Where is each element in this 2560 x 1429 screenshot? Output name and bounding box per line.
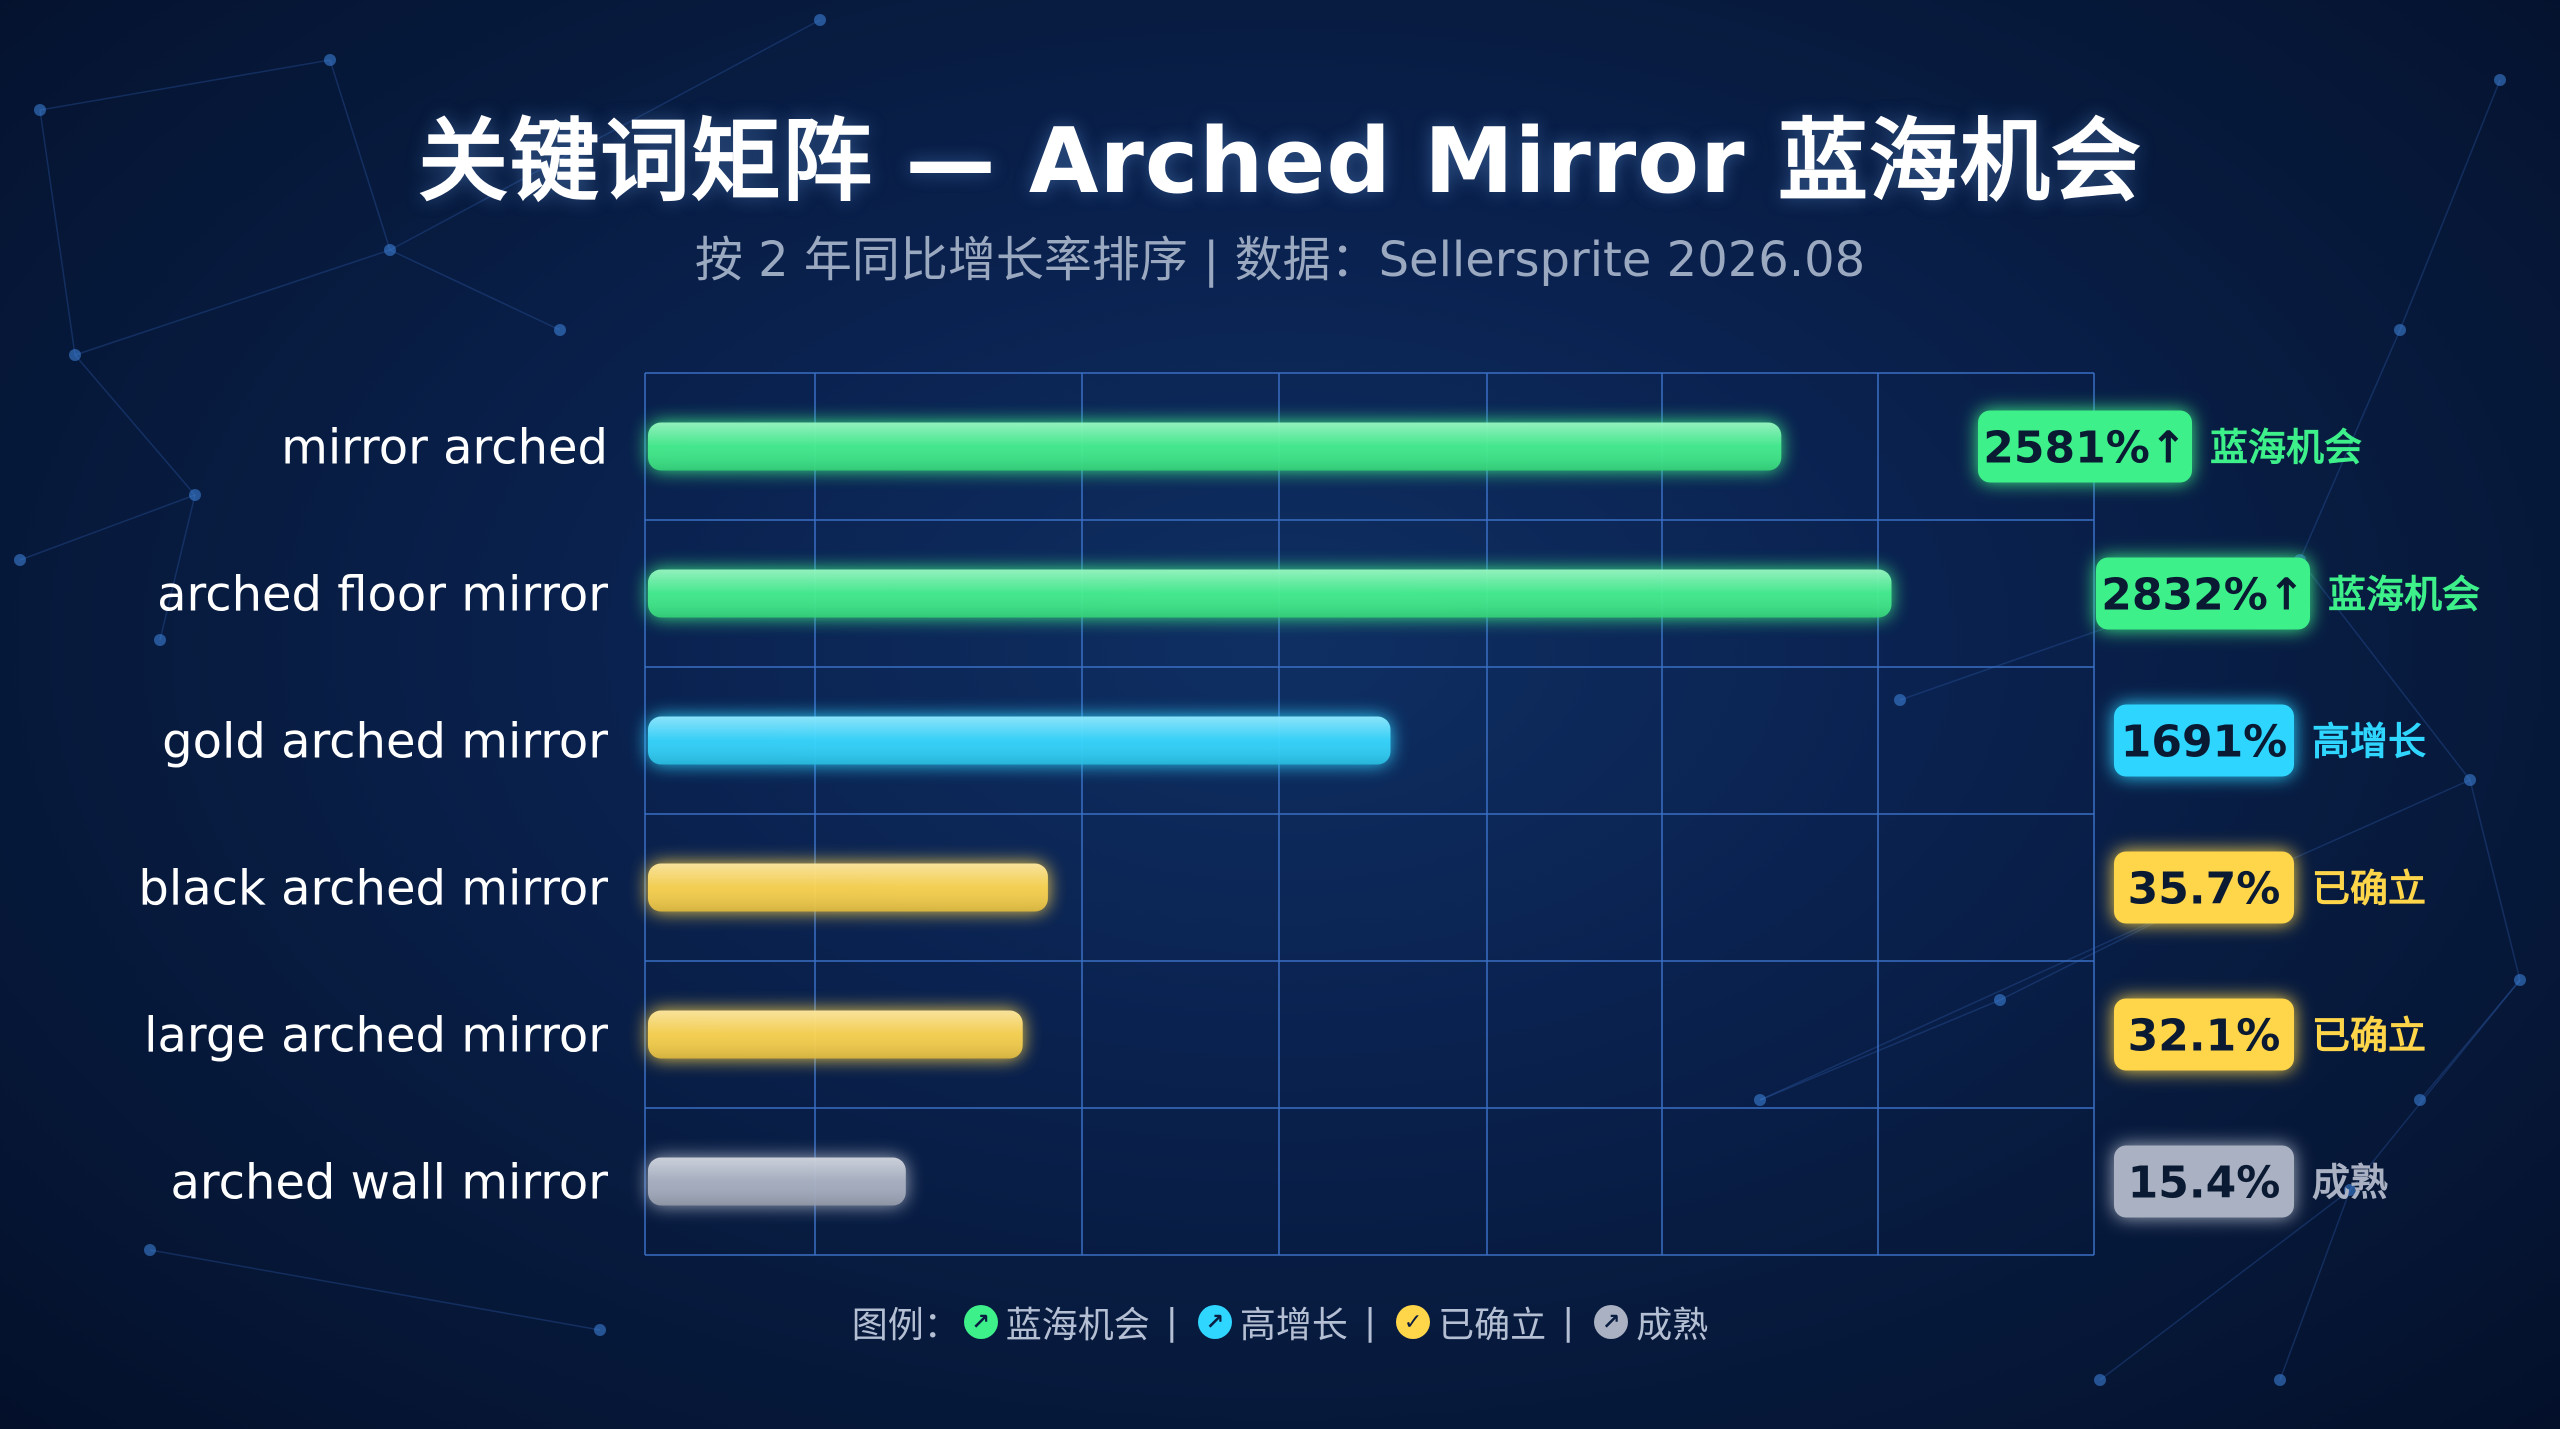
legend-item: ↗ 蓝海机会 <box>960 1296 1150 1348</box>
legend-item: ↗ 高增长 <box>1194 1296 1348 1348</box>
value-badge: 1691% <box>2114 704 2294 777</box>
legend-label: 高增长 <box>1239 1305 1348 1346</box>
bar <box>648 569 1892 618</box>
chart-title: 关键词矩阵 — Arched Mirror 蓝海机会 <box>418 109 2142 214</box>
arrow-up-right-icon: ↗ <box>1594 1305 1629 1339</box>
legend-label: 已确立 <box>1438 1305 1547 1346</box>
chart-subtitle: 按 2 年同比增长率排序 | 数据：Sellersprite 2026.08 <box>694 232 1866 288</box>
bar <box>648 1010 1023 1059</box>
legend-item: ↗ 成熟 <box>1590 1296 1708 1348</box>
value-label: 2581%↑ <box>1983 423 2186 474</box>
arrow-up-right-icon: ↗ <box>1197 1305 1232 1339</box>
status-label: 高增长 <box>2312 720 2426 764</box>
bar <box>648 422 1782 471</box>
value-label: 1691% <box>2121 717 2288 768</box>
bar <box>648 863 1048 912</box>
legend-separator: | <box>1363 1301 1377 1343</box>
category-label: black arched mirror <box>138 861 608 917</box>
status-label: 蓝海机会 <box>2210 426 2362 470</box>
status-label: 已确立 <box>2312 1014 2426 1058</box>
value-badge: 35.7% <box>2114 851 2294 924</box>
bar <box>648 1157 906 1206</box>
legend-separator: | <box>1165 1301 1178 1343</box>
check-icon: ✓ <box>1396 1305 1431 1339</box>
legend-item: ✓ 已确立 <box>1392 1296 1546 1348</box>
value-badge: 15.4% <box>2114 1145 2294 1218</box>
value-label: 35.7% <box>2128 864 2281 915</box>
legend-label: 蓝海机会 <box>1005 1305 1150 1346</box>
status-label: 蓝海机会 <box>2328 573 2480 617</box>
legend-label: 成熟 <box>1636 1305 1709 1346</box>
legend-separator: | <box>1562 1301 1575 1343</box>
value-badge: 2832%↑ <box>2096 557 2310 630</box>
grid <box>644 372 2095 1256</box>
value-badge: 2581%↑ <box>1978 410 2192 483</box>
value-label: 32.1% <box>2128 1011 2281 1062</box>
value-badge: 32.1% <box>2114 998 2294 1071</box>
category-label: large arched mirror <box>144 1008 608 1064</box>
bar <box>648 716 1391 765</box>
arrow-up-right-icon: ↗ <box>963 1305 998 1339</box>
value-label: 15.4% <box>2128 1158 2281 1209</box>
legend: 图例： ↗ 蓝海机会 | ↗ 高增长 | ✓ 已确立 | ↗ 成熟 <box>0 1296 2560 1348</box>
category-label: arched wall mirror <box>170 1155 608 1211</box>
category-label: mirror arched <box>281 420 608 476</box>
status-label: 成熟 <box>2312 1161 2388 1205</box>
category-label: gold arched mirror <box>162 714 608 770</box>
legend-prefix: 图例： <box>851 1305 960 1346</box>
status-label: 已确立 <box>2312 867 2426 911</box>
category-label: arched floor mirror <box>157 567 608 623</box>
value-label: 2832%↑ <box>2101 570 2304 621</box>
